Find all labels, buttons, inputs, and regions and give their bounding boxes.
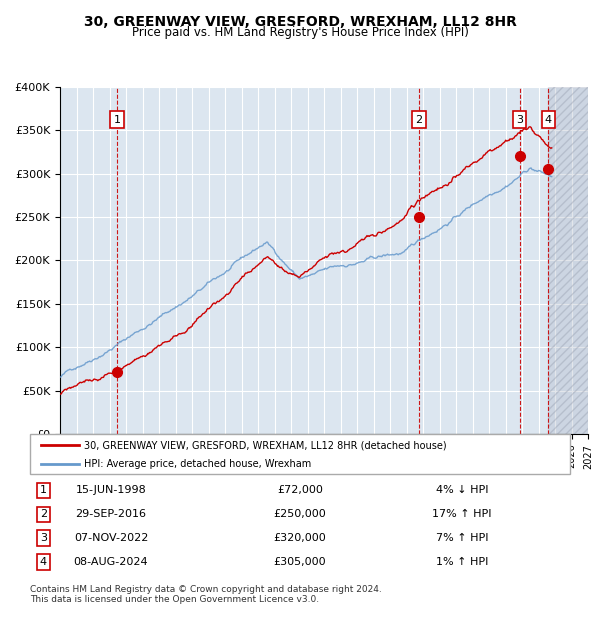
Text: 15-JUN-1998: 15-JUN-1998 [76,485,146,495]
Text: 4: 4 [545,115,552,125]
Text: 2: 2 [415,115,422,125]
Text: 08-AUG-2024: 08-AUG-2024 [74,557,148,567]
Text: 07-NOV-2022: 07-NOV-2022 [74,533,148,543]
Text: 1: 1 [113,115,121,125]
Text: 1% ↑ HPI: 1% ↑ HPI [436,557,488,567]
Text: £250,000: £250,000 [274,509,326,520]
Text: 4% ↓ HPI: 4% ↓ HPI [436,485,488,495]
Text: Price paid vs. HM Land Registry's House Price Index (HPI): Price paid vs. HM Land Registry's House … [131,26,469,39]
Text: 29-SEP-2016: 29-SEP-2016 [76,509,146,520]
Text: 4: 4 [40,557,47,567]
Text: 3: 3 [40,533,47,543]
Text: 17% ↑ HPI: 17% ↑ HPI [432,509,492,520]
Text: HPI: Average price, detached house, Wrexham: HPI: Average price, detached house, Wrex… [84,459,311,469]
Text: Contains HM Land Registry data © Crown copyright and database right 2024.
This d: Contains HM Land Registry data © Crown c… [30,585,382,604]
Text: £72,000: £72,000 [277,485,323,495]
Text: 2: 2 [40,509,47,520]
Text: 1: 1 [40,485,47,495]
Text: £305,000: £305,000 [274,557,326,567]
Text: 7% ↑ HPI: 7% ↑ HPI [436,533,488,543]
FancyBboxPatch shape [30,434,570,474]
Text: £320,000: £320,000 [274,533,326,543]
Text: 30, GREENWAY VIEW, GRESFORD, WREXHAM, LL12 8HR: 30, GREENWAY VIEW, GRESFORD, WREXHAM, LL… [83,16,517,30]
Text: 3: 3 [516,115,523,125]
Text: 30, GREENWAY VIEW, GRESFORD, WREXHAM, LL12 8HR (detached house): 30, GREENWAY VIEW, GRESFORD, WREXHAM, LL… [84,440,446,450]
Polygon shape [548,87,588,434]
